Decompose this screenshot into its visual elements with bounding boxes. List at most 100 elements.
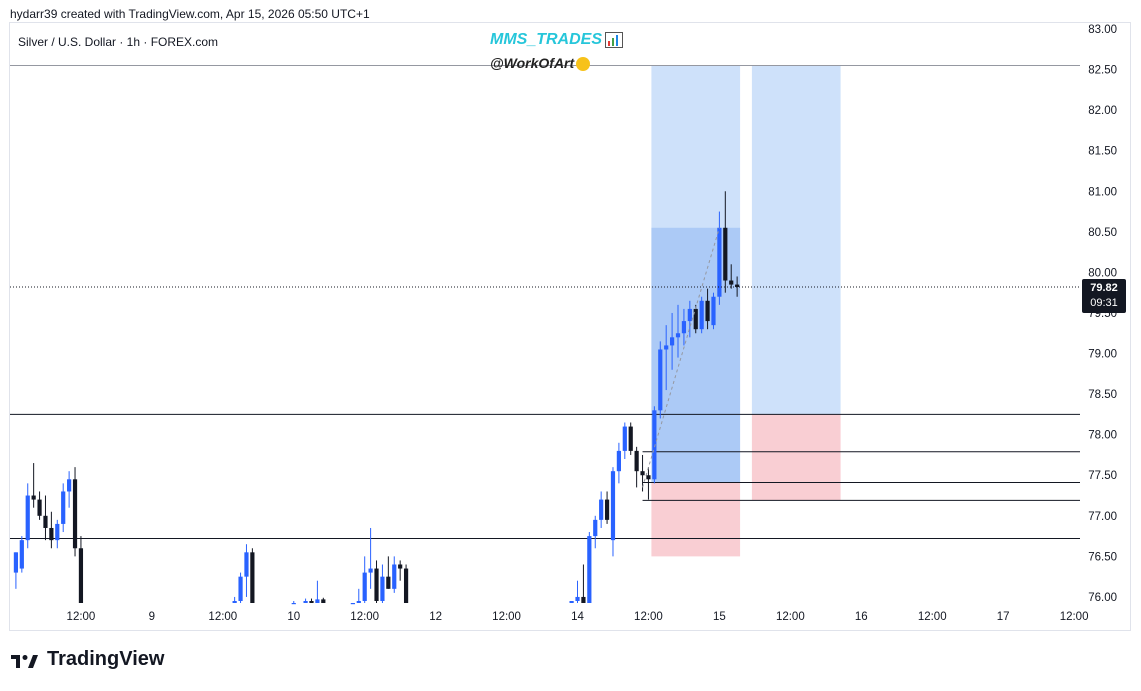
x-tick-label: 17 — [997, 611, 1010, 623]
candle-body — [569, 601, 574, 603]
y-tick-label: 78.50 — [1088, 389, 1117, 401]
candle-body — [628, 426, 633, 451]
candle-body — [723, 227, 728, 281]
candle-body — [640, 471, 645, 476]
y-tick-label: 82.00 — [1088, 105, 1117, 117]
price-axis: 83.0082.5082.0081.5081.0080.5080.0079.50… — [1088, 24, 1117, 604]
x-tick-label: 12:00 — [634, 611, 663, 623]
x-tick-label: 15 — [713, 611, 726, 623]
candle-body — [67, 479, 72, 492]
candle-body — [622, 426, 627, 451]
candle-body — [309, 601, 314, 603]
y-tick-label: 77.00 — [1088, 511, 1117, 523]
x-tick-label: 10 — [287, 611, 300, 623]
y-tick-label: 80.00 — [1088, 267, 1117, 279]
y-tick-label: 77.50 — [1088, 470, 1117, 482]
candle-body — [49, 527, 54, 541]
candle-body — [362, 572, 367, 601]
candle-body — [43, 515, 48, 528]
candle-body — [356, 601, 361, 603]
candle-body — [350, 603, 355, 605]
candle-body — [25, 495, 30, 541]
y-tick-label: 81.50 — [1088, 146, 1117, 158]
candle-body — [244, 552, 249, 577]
candle-body — [78, 548, 84, 603]
candle-body — [392, 564, 397, 589]
candle-body — [13, 552, 19, 573]
symbol-title[interactable]: Silver / U.S. Dollar · 1h · FOREX.com — [18, 35, 219, 49]
candle-body — [321, 599, 326, 603]
last-price-badge — [1082, 279, 1126, 314]
chart-attribution: hydarr39 created with TradingView.com, A… — [10, 7, 370, 21]
y-tick-label: 82.50 — [1088, 65, 1117, 77]
x-tick-label: 9 — [149, 611, 155, 623]
candle-body — [232, 601, 237, 603]
y-tick-label: 78.00 — [1088, 430, 1117, 442]
loss-zone — [751, 414, 841, 501]
time-axis: 12:00 9 12:00 10 12:00 12 12:00 14 12:00 15 12:00 1… — [67, 611, 1089, 623]
candle-body — [705, 300, 710, 322]
candle-body — [380, 576, 385, 601]
y-tick-label: 80.50 — [1088, 227, 1117, 239]
x-tick-label: 12 — [429, 611, 442, 623]
last-price-value: 79.82 — [1090, 282, 1118, 294]
candle-body — [291, 603, 296, 605]
x-tick-label: 12:00 — [350, 611, 379, 623]
candle-body — [616, 450, 621, 472]
candle-body — [652, 410, 657, 480]
candle-body — [374, 568, 379, 601]
chart-frame — [9, 22, 1131, 631]
candle-body — [72, 479, 78, 549]
y-tick-label: 76.00 — [1088, 592, 1117, 604]
candle-body — [398, 564, 403, 569]
y-tick-label: 79.00 — [1088, 349, 1117, 361]
candle-body — [403, 568, 409, 603]
candle-body — [593, 519, 598, 537]
brand-watermark: MMS_TRADES — [490, 31, 624, 49]
candle-body — [610, 471, 616, 541]
candle-body — [693, 308, 698, 330]
tradingview-logo-text: TradingView — [47, 648, 165, 670]
candle-body — [717, 227, 722, 297]
candle-body — [735, 284, 740, 288]
candle-body — [31, 495, 36, 500]
candle-body — [646, 475, 651, 480]
y-tick-label: 76.50 — [1088, 551, 1117, 563]
x-tick-label: 12:00 — [918, 611, 947, 623]
bar-chart-icon — [605, 31, 624, 48]
candle-body — [599, 499, 604, 520]
candle-body — [368, 568, 373, 573]
palette-icon — [576, 57, 591, 72]
candle-body — [303, 601, 308, 603]
candle-body — [658, 349, 663, 411]
last-price-marker: 79.82 09:31 — [10, 279, 1126, 314]
candle-body — [19, 540, 24, 569]
x-tick-label: 12:00 — [1060, 611, 1089, 623]
handle-text: @WorkOfArt — [490, 55, 575, 71]
profit-zone — [751, 65, 841, 415]
candle-body — [681, 321, 687, 334]
candle-body — [250, 552, 255, 603]
candle-body — [37, 499, 42, 516]
y-tick-label: 81.00 — [1088, 186, 1117, 198]
brand-text: MMS_TRADES — [490, 31, 603, 48]
author-handle: @WorkOfArt — [490, 55, 591, 72]
x-tick-label: 12:00 — [67, 611, 96, 623]
loss-zone — [651, 482, 741, 557]
candle-body — [669, 337, 675, 346]
candle-body — [664, 345, 669, 350]
x-tick-label: 12:00 — [208, 611, 237, 623]
candle-body — [604, 499, 610, 520]
candle-body — [675, 333, 681, 338]
x-tick-label: 14 — [571, 611, 584, 623]
candles — [13, 191, 740, 605]
candle-body — [575, 596, 580, 601]
candle-body — [315, 599, 320, 603]
x-tick-label: 16 — [855, 611, 868, 623]
y-tick-label: 83.00 — [1088, 24, 1117, 36]
candle-body — [634, 450, 639, 472]
bar-countdown: 09:31 — [1090, 297, 1118, 309]
candle-body — [729, 280, 734, 285]
tradingview-logo[interactable]: TradingView — [11, 648, 164, 671]
